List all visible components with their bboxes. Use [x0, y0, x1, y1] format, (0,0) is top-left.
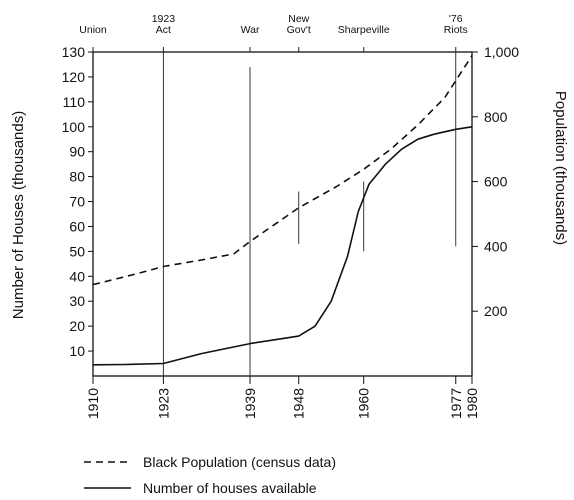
left-tick-label-8: 90 [69, 144, 85, 160]
event-label-3-0: New [288, 13, 309, 25]
x-tick-label-6: 1980 [464, 388, 480, 419]
event-label-3-1: Gov't [287, 24, 311, 36]
event-label-4-0: Sharpeville [338, 24, 390, 36]
left-tick-label-2: 30 [69, 293, 85, 309]
x-tick-label-4: 1960 [356, 388, 372, 419]
plot-border [92, 51, 473, 377]
x-tick-label-2: 1939 [242, 388, 258, 419]
event-label-1-1: Act [156, 24, 171, 36]
left-tick-label-12: 130 [62, 44, 86, 60]
left-tick-label-0: 10 [69, 343, 85, 359]
right-tick-label-3: 800 [484, 109, 508, 125]
x-axis: 1910 1923 1939 1948 1960 1977 1980 [85, 376, 480, 419]
legend: Black Population (census data) Number of … [84, 454, 336, 496]
left-tick-label-10: 110 [63, 94, 86, 110]
event-label-2-0: War [241, 24, 260, 36]
right-tick-label-1: 400 [484, 238, 508, 254]
left-axis: 10 20 30 40 50 60 70 80 90 100 110 120 130 [62, 44, 93, 359]
population-line [92, 55, 473, 286]
left-tick-label-9: 100 [62, 119, 86, 135]
series-layer [92, 55, 473, 366]
left-tick-label-1: 20 [69, 318, 85, 334]
left-tick-label-6: 70 [69, 194, 85, 210]
right-tick-label-4: 1,000 [484, 44, 519, 60]
x-tick-label-1: 1923 [155, 388, 171, 419]
right-axis: 200 400 600 800 1,000 [472, 44, 519, 319]
left-tick-label-5: 60 [69, 218, 85, 234]
x-tick-label-3: 1948 [291, 388, 307, 419]
event-label-1-0: 1923 [152, 13, 176, 25]
left-tick-label-4: 50 [69, 243, 85, 259]
x-tick-label-5: 1977 [448, 388, 464, 419]
left-tick-label-3: 40 [69, 268, 85, 284]
left-tick-label-7: 80 [69, 169, 85, 185]
event-label-5-1: Riots [444, 24, 468, 36]
plot-frame [92, 51, 473, 377]
left-tick-label-11: 120 [62, 69, 86, 85]
legend-label-1: Number of houses available [143, 480, 317, 496]
legend-label-0: Black Population (census data) [143, 454, 336, 470]
event-label-5-0: '76 [449, 13, 463, 25]
right-tick-label-2: 600 [484, 174, 508, 190]
x-tick-label-0: 1910 [85, 388, 101, 419]
event-label-0-0: Union [79, 24, 107, 36]
event-lines [92, 47, 457, 376]
y-axis-right-title: Population (thousands) [552, 91, 569, 245]
houses-line [92, 126, 473, 366]
right-tick-label-0: 200 [484, 303, 508, 319]
y-axis-left-title: Number of Houses (thousands) [10, 111, 27, 319]
